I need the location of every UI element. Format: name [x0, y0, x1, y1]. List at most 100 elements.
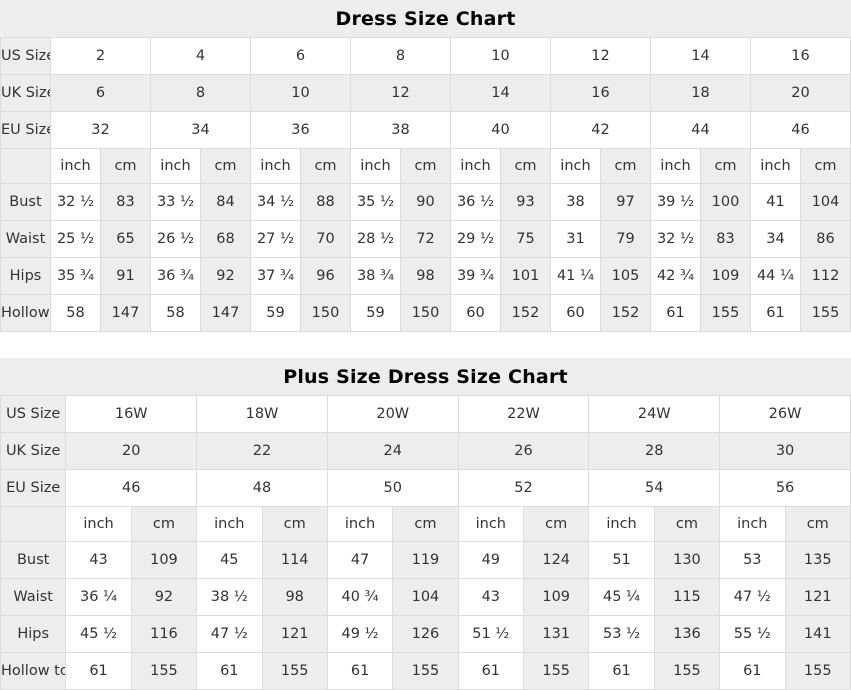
plus-measure-inch-value: 49 [457, 541, 525, 579]
dress-uk-value: 12 [350, 74, 451, 112]
plus-measure-inch-value: 55 ½ [719, 615, 786, 653]
plus-measure-inch-value: 43 [65, 541, 132, 579]
dress-unit-inch-header: inch [450, 148, 501, 184]
dress-measure-cm-value: 152 [500, 294, 551, 332]
plus-measure-cm-value: 155 [130, 652, 198, 690]
dress-unit-cm-header: cm [800, 148, 851, 184]
dress-unit-cm-header: cm [300, 148, 351, 184]
dress-measure-cm-value: 150 [400, 294, 451, 332]
plus-measure-inch-value: 45 ¼ [588, 578, 655, 616]
plus-measure-cm-value: 116 [130, 615, 198, 653]
plus-title-row: Plus Size Dress Size Chart [0, 358, 851, 396]
dress-eu-value: 44 [650, 111, 751, 149]
dress-unit-inch-header: inch [250, 148, 301, 184]
plus-eu-value: 56 [719, 469, 851, 507]
dress-measure-row: Hollow to Floor5814758147591505915060152… [0, 294, 851, 332]
dress-measure-cm-value: 79 [600, 220, 651, 258]
plus-measure-cm-value: 121 [784, 578, 851, 616]
dress-measure-cm-value: 86 [800, 220, 851, 258]
plus-eu-value: 52 [457, 469, 590, 507]
dress-us-label: US Size [0, 37, 51, 75]
dress-measure-label: Bust [0, 183, 51, 221]
plus-measure-inch-value: 51 ½ [457, 615, 525, 653]
dress-us-value: 8 [350, 37, 451, 75]
plus-measure-cm-value: 155 [392, 652, 459, 690]
plus-us-value: 26W [719, 395, 851, 433]
dress-measure-cm-value: 152 [600, 294, 651, 332]
dress-us-value: 12 [550, 37, 651, 75]
plus-uk-row: UK Size 20 22 24 26 28 30 [0, 432, 851, 470]
plus-measure-label: Hips [0, 615, 67, 653]
dress-eu-row: EU Size 32 34 36 38 40 42 44 46 [0, 111, 851, 149]
plus-eu-label: EU Size [0, 469, 67, 507]
plus-measure-cm-value: 104 [392, 578, 459, 616]
dress-unit-inch-header: inch [650, 148, 701, 184]
dress-measure-inch-value: 32 ½ [650, 220, 701, 258]
dress-measure-cm-value: 155 [700, 294, 751, 332]
plus-us-value: 18W [196, 395, 328, 433]
plus-eu-value: 54 [588, 469, 721, 507]
dress-measure-label: Waist [0, 220, 51, 258]
dress-measure-cm-value: 72 [400, 220, 451, 258]
dress-uk-label: UK Size [0, 74, 51, 112]
dress-measure-inch-value: 58 [50, 294, 101, 332]
dress-eu-value: 42 [550, 111, 651, 149]
plus-uk-value: 26 [457, 432, 590, 470]
dress-eu-label: EU Size [0, 111, 51, 149]
plus-us-row: US Size 16W 18W 20W 22W 24W 26W [0, 395, 851, 433]
dress-measure-inch-value: 38 [550, 183, 601, 221]
dress-measure-inch-value: 37 ¾ [250, 257, 301, 295]
dress-unit-inch-header: inch [350, 148, 401, 184]
dress-us-value: 14 [650, 37, 751, 75]
plus-measure-cm-value: 135 [784, 541, 851, 579]
plus-unit-cm-header: cm [522, 506, 590, 542]
dress-measure-cm-value: 147 [100, 294, 151, 332]
dress-measure-row: Waist 25 ½ 65 26 ½ 68 27 ½ 70 28 ½ 72 29 ½ 75 31 79 3… [0, 220, 851, 258]
plus-uk-value: 28 [588, 432, 721, 470]
plus-eu-row: EU Size 46 48 50 52 54 56 [0, 469, 851, 507]
dress-measure-inch-value: 28 ½ [350, 220, 401, 258]
plus-measure-cm-value: 130 [653, 541, 721, 579]
dress-measure-cm-value: 90 [400, 183, 451, 221]
plus-measure-cm-value: 155 [784, 652, 851, 690]
dress-measure-cm-value: 147 [200, 294, 251, 332]
dress-title: Dress Size Chart [0, 0, 851, 38]
dress-uk-value: 20 [750, 74, 851, 112]
plus-unit-inch-header: inch [326, 506, 394, 542]
plus-measure-cm-value: 109 [522, 578, 590, 616]
dress-measure-inch-value: 61 [750, 294, 801, 332]
dress-eu-value: 46 [750, 111, 851, 149]
plus-unit-cm-header: cm [130, 506, 198, 542]
plus-us-label: US Size [0, 395, 67, 433]
plus-measure-row: Hips 45 ½ 116 47 ½ 121 49 ½ 126 51 ½ 131 53 ½ 136 5… [0, 615, 851, 653]
dress-measure-inch-value: 36 ½ [450, 183, 501, 221]
plus-measure-cm-value: 121 [261, 615, 328, 653]
dress-measure-inch-value: 27 ½ [250, 220, 301, 258]
dress-unit-inch-header: inch [150, 148, 201, 184]
dress-eu-value: 36 [250, 111, 351, 149]
plus-unit-cm-header: cm [261, 506, 328, 542]
plus-unit-cm-header: cm [653, 506, 721, 542]
plus-unit-cm-header: cm [784, 506, 851, 542]
dress-measure-label: Hips [0, 257, 51, 295]
plus-uk-value: 20 [65, 432, 198, 470]
dress-us-value: 2 [50, 37, 151, 75]
plus-measure-inch-value: 61 [326, 652, 394, 690]
dress-uk-value: 14 [450, 74, 551, 112]
plus-measure-inch-value: 61 [196, 652, 263, 690]
plus-us-value: 24W [588, 395, 721, 433]
dress-measure-inch-value: 39 ½ [650, 183, 701, 221]
plus-measure-inch-value: 61 [719, 652, 786, 690]
plus-us-value: 22W [457, 395, 590, 433]
dress-unit-row: inch cm inch cm inch cm inch cm inch cm inch cm inch… [0, 148, 851, 184]
dress-uk-value: 16 [550, 74, 651, 112]
plus-size-dress-chart-table: Plus Size Dress Size Chart US Size 16W 18W 2… [0, 358, 851, 690]
dress-measure-cm-value: 91 [100, 257, 151, 295]
plus-measure-cm-value: 155 [261, 652, 328, 690]
plus-measure-cm-value: 131 [522, 615, 590, 653]
plus-measure-label: Hollow to Floor [0, 652, 67, 690]
dress-unit-inch-header: inch [50, 148, 101, 184]
dress-measure-cm-value: 112 [800, 257, 851, 295]
dress-measure-cm-value: 83 [100, 183, 151, 221]
plus-measure-row: Bust 43 109 45 114 47 119 49 124 51 130 53 135 [0, 541, 851, 579]
